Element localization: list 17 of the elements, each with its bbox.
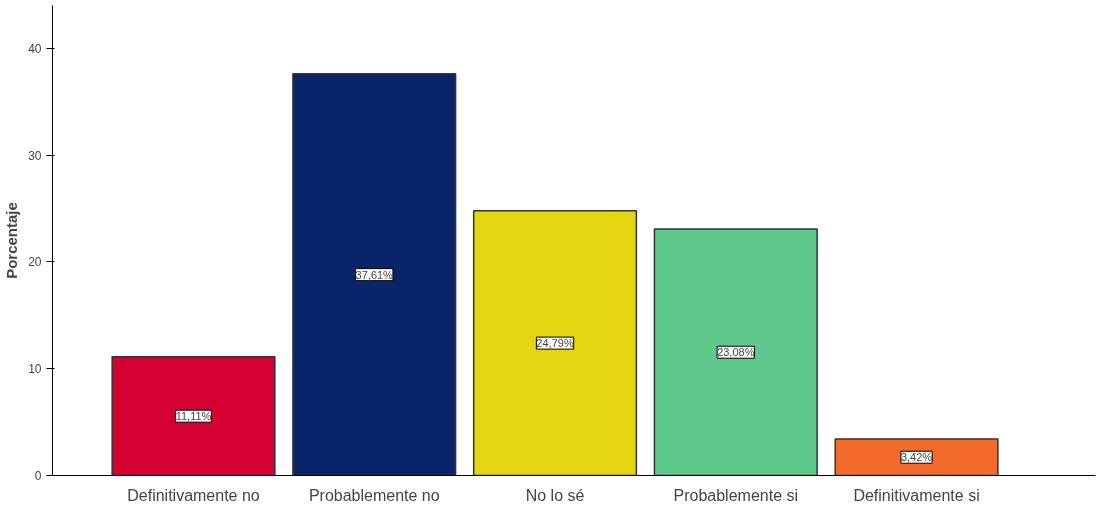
y-tick-label: 40: [28, 41, 42, 56]
x-tick-label: Definitivamente si: [853, 486, 980, 504]
y-tick-label: 30: [28, 148, 42, 163]
y-tick-label: 0: [34, 469, 42, 483]
x-tick-label: Probablemente no: [308, 486, 440, 504]
data-label: 11,11%: [175, 410, 212, 423]
bar: [111, 356, 276, 476]
bar: [472, 209, 638, 476]
y-tick-label: 20: [28, 255, 42, 270]
x-tick-label: No lo sé: [525, 486, 585, 504]
bar: [292, 73, 457, 476]
y-tick-label: 10: [28, 362, 42, 377]
x-tick-label: Probablemente si: [673, 486, 799, 504]
y-axis-title: Porcentaje: [3, 202, 21, 279]
bar: [653, 228, 818, 476]
x-tick-label: Definitivamente no: [127, 486, 260, 504]
bar: [834, 438, 999, 476]
